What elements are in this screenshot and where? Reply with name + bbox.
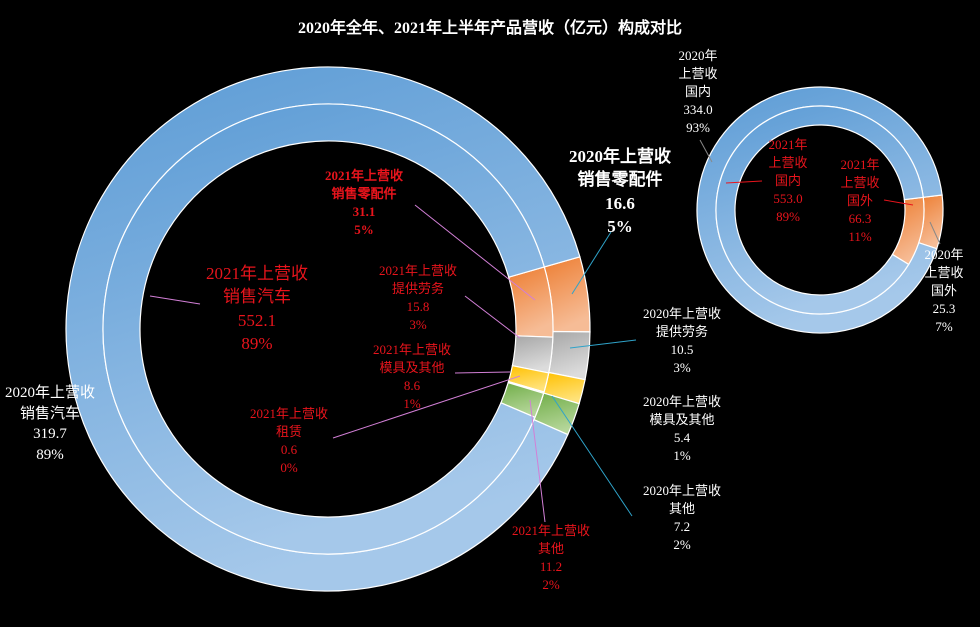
leader-line [699,139,713,163]
label-value: 15.8 [406,298,430,314]
label-category: 国外 [846,192,874,208]
data-label-inner-提供劳务: 2021年上营收 提供劳务 15.8 3% [379,262,457,334]
label-prefix: 上营收 [924,264,964,280]
label-value: 10.5 [670,341,694,357]
chart-title: 2020年全年、2021年上半年产品营收（亿元）构成对比 [297,20,682,37]
label-category: 模具及其他 [379,359,445,375]
label-percent: 89% [776,208,800,224]
label-percent: 5% [607,217,633,237]
data-label-outer-国内: 2020年上营收国内 334.0 93% [678,47,717,137]
label-prefix: 上营收 [678,65,718,81]
label-percent: 3% [409,316,427,332]
leader-line [332,375,521,439]
label-category: 其他 [668,500,696,516]
label-category: 销售零配件 [331,185,397,201]
label-prefix: 上营收 [768,154,808,170]
label-percent: 89% [241,334,273,354]
label-value: 0.6 [280,441,298,457]
label-prefix: 2020年上营收 [642,483,722,498]
label-value: 31.1 [352,203,376,219]
label-percent: 11% [848,228,872,244]
leader-line [929,221,941,245]
label-percent: 89% [36,447,64,464]
data-label-inner-模具及其他: 2021年上营收 模具及其他 8.6 1% [373,341,451,413]
label-prefix: 2021年上营收 [372,342,452,357]
label-prefix: 2020年 [924,247,964,262]
label-prefix: 2021年 [840,157,880,172]
label-category: 国内 [774,172,802,188]
leader-line [529,399,546,523]
label-percent: 5% [354,221,374,237]
label-value: 11.2 [539,558,563,574]
leader-line [551,395,633,517]
label-value: 553.0 [773,190,803,206]
label-prefix: 2021年 [768,137,808,152]
data-label-outer-提供劳务: 2020年上营收 提供劳务 10.5 3% [643,305,721,377]
data-label-outer-模具及其他: 2020年上营收 模具及其他 5.4 1% [643,393,721,465]
leader-line [454,371,511,374]
label-value: 5.4 [673,429,691,445]
label-category: 销售零配件 [577,170,663,190]
label-percent: 1% [673,447,691,463]
label-value: 8.6 [403,377,421,393]
label-value: 66.3 [848,210,872,226]
label-percent: 2% [542,576,560,592]
label-category: 租赁 [275,423,303,439]
leader-line [883,199,914,206]
label-category: 国内 [684,83,712,99]
data-label-inner-销售零配件: 2021年上营收 销售零配件 31.1 5% [325,167,403,239]
label-prefix: 2020年 [678,48,718,63]
label-prefix: 2021年上营收 [378,263,458,278]
label-prefix: 2021年上营收 [324,168,404,183]
label-percent: 2% [673,536,691,552]
data-label-inner-租赁: 2021年上营收 租赁 0.6 0% [250,405,328,477]
label-category: 国外 [930,282,958,298]
label-category: 提供劳务 [655,323,709,339]
data-label-outer-销售汽车: 2020年上营收 销售汽车 319.7 89% [5,383,95,466]
label-category: 其他 [537,540,565,556]
label-value: 16.6 [605,193,635,213]
leader-line [149,295,201,305]
label-prefix: 2020年上营收 [642,306,722,321]
label-prefix: 上营收 [840,174,880,190]
label-prefix: 2021年上营收 [511,523,591,538]
data-label-inner-其他: 2021年上营收 其他 11.2 2% [512,522,590,594]
leader-line [725,180,763,184]
slice-inner-销售汽车 [102,103,546,555]
label-value: 552.1 [237,310,277,330]
label-value: 334.0 [683,101,713,117]
label-prefix: 2020年上营收 [642,394,722,409]
data-label-outer-销售零配件: 2020年上营收 销售零配件 16.6 5% [569,145,671,239]
data-label-inner-销售汽车: 2021年上营收 销售汽车 552.1 89% [206,262,308,356]
label-percent: 3% [673,359,691,375]
label-value: 7.2 [673,518,691,534]
slice-inner-销售零配件 [507,266,554,338]
label-category: 模具及其他 [649,411,715,427]
label-category: 销售汽车 [19,405,81,422]
data-label-outer-其他: 2020年上营收 其他 7.2 2% [643,482,721,554]
slice-inner-国内 [715,105,924,315]
data-label-inner-国内: 2021年上营收国内 553.0 89% [768,136,807,226]
slice-outer-销售汽车 [65,66,581,592]
slice-outer-提供劳务 [548,330,591,381]
label-prefix: 2020年上营收 [4,385,96,401]
label-prefix: 2021年上营收 [249,406,329,421]
label-prefix: 2020年上营收 [569,147,671,166]
label-value: 319.7 [33,426,67,443]
label-prefix: 2021年上营收 [206,264,308,283]
leader-line [571,231,612,295]
label-percent: 7% [935,318,953,334]
label-category: 销售汽车 [223,287,291,307]
label-percent: 93% [686,119,710,135]
data-label-outer-国外: 2020年上营收国外 25.3 7% [924,246,963,336]
leader-line [414,204,536,301]
data-label-inner-国外: 2021年上营收国外 66.3 11% [840,156,879,246]
label-category: 提供劳务 [391,280,445,296]
leader-line [569,339,637,349]
label-percent: 1% [403,395,421,411]
label-value: 25.3 [932,300,956,316]
leader-line [464,295,521,339]
label-percent: 0% [280,459,298,475]
